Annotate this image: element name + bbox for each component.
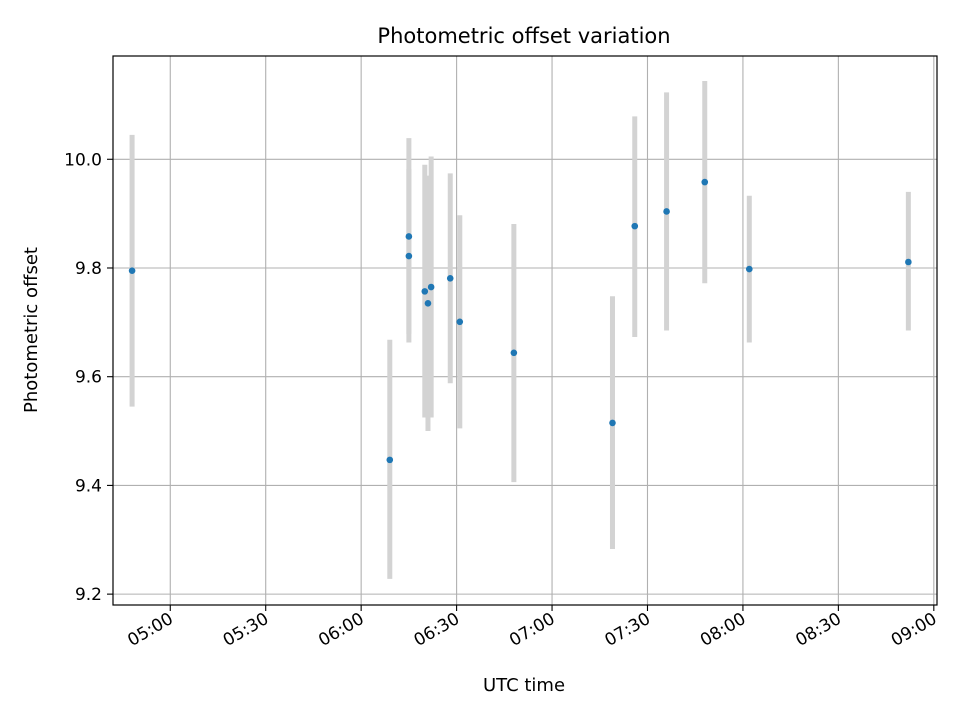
data-point [427, 283, 435, 291]
data-point [631, 222, 639, 230]
data-point [386, 456, 394, 464]
data-point [446, 275, 454, 282]
data-point [510, 349, 518, 357]
chart-title: Photometric offset variation [377, 24, 670, 48]
grid [113, 56, 937, 605]
y-axis-ticks: 9.2 9.4 9.6 9.8 10.0 [64, 150, 113, 605]
data-point [128, 267, 136, 275]
y-tick-label: 9.4 [75, 476, 102, 496]
y-tick-label: 10.0 [64, 150, 102, 170]
data-point [405, 252, 413, 260]
data-point [424, 300, 432, 307]
data-point [701, 178, 709, 186]
data-points [128, 178, 912, 464]
y-tick-label: 9.2 [75, 585, 102, 605]
y-axis-label: Photometric offset [21, 247, 42, 413]
data-point [745, 265, 753, 273]
plot-frame [112, 55, 938, 606]
y-tick-label: 9.8 [75, 259, 102, 279]
x-axis-label: UTC time [483, 675, 565, 696]
data-point [609, 419, 616, 427]
data-point [421, 288, 429, 295]
data-point [905, 258, 912, 266]
data-point [663, 208, 670, 215]
data-point [456, 318, 464, 326]
y-tick-label: 9.6 [75, 368, 102, 388]
data-point [405, 233, 413, 240]
